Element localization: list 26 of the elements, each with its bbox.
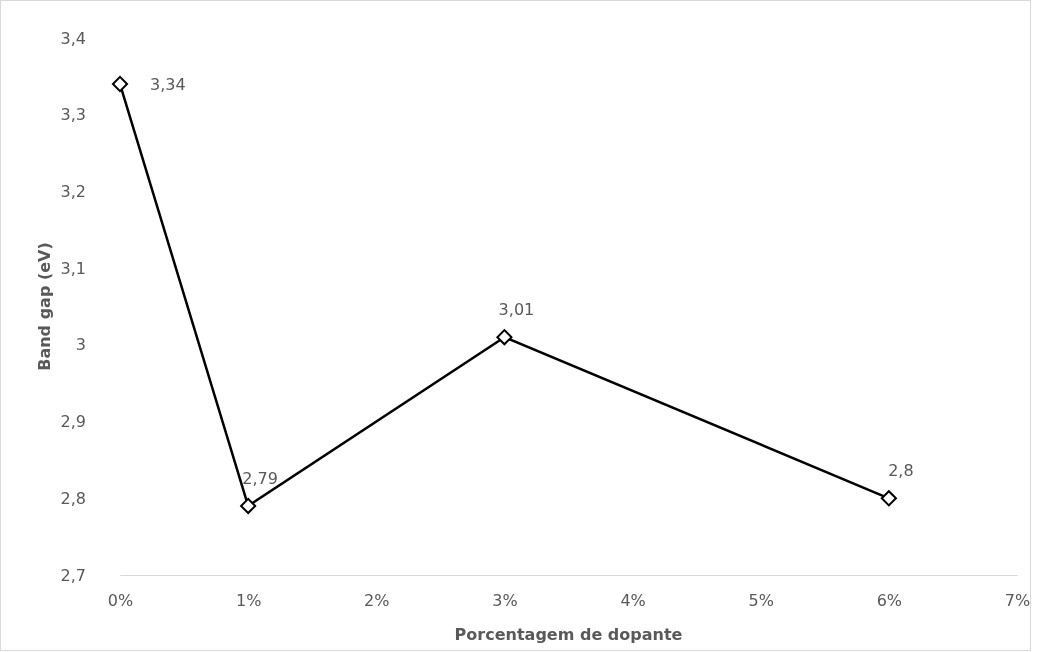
x-tick-label: 4% [620,591,646,611]
point [496,329,513,346]
point [880,490,897,507]
x-axis-title: Porcentagem de dopante [454,625,683,644]
x-tick-label: 0% [107,591,134,611]
x-tick-label: 3% [492,591,518,611]
x-tick-label: 6% [876,591,903,611]
point [240,497,257,515]
y-tick-label: 2,7 [60,565,86,585]
x-tick-label: 1% [235,591,262,611]
y-axis-title: Band gap (eV) [35,242,54,371]
y-tick-label: 3,4 [60,28,86,48]
y-tick-label: 3,1 [60,258,86,278]
data-label: 3,34 [150,75,186,95]
y-tick-label: 2,8 [60,488,86,508]
data-label: 3,01 [498,300,535,320]
x-tick-label: 5% [748,591,774,611]
point [111,75,129,93]
data-label: 2,8 [888,461,914,481]
y-tick-label: 2,9 [60,412,86,432]
y-tick-label: 3 [75,335,86,355]
x-tick-label: 7% [1004,591,1031,611]
data-label: 2,79 [242,468,278,488]
x-tick-label: 2% [364,591,390,611]
y-tick-label: 3,3 [60,105,86,125]
y-tick-label: 3,2 [60,182,86,202]
